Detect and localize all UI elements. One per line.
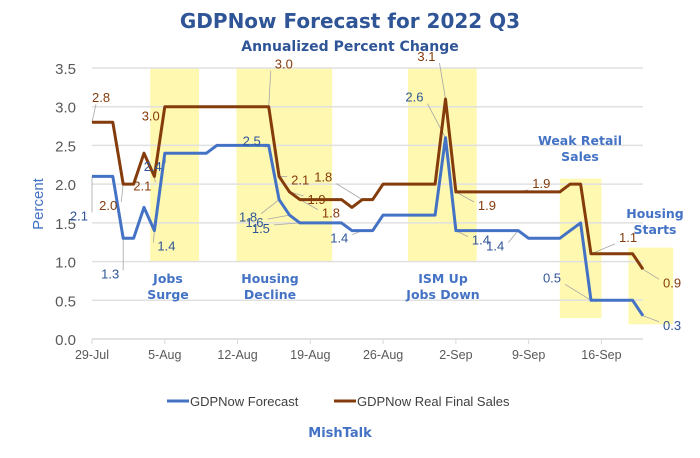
data-label: 2.1 <box>133 178 151 193</box>
y-tick-label: 3.0 <box>55 100 76 117</box>
data-label: 3.0 <box>142 109 160 124</box>
highlight-band <box>150 68 200 262</box>
leader-line <box>267 214 290 220</box>
y-axis-title: Percent <box>30 177 47 230</box>
annotation-label: ISM Up <box>418 271 468 286</box>
highlight-bands <box>150 68 674 325</box>
x-tick-label: 19-Aug <box>290 348 330 362</box>
data-label: 1.9 <box>532 176 550 191</box>
legend: GDPNow Forecast GDPNow Real Final Sales <box>167 394 510 409</box>
data-label: 1.4 <box>330 231 348 246</box>
leader-line <box>507 230 519 243</box>
annotation-label: Weak Retail <box>538 133 622 148</box>
data-label: 2.5 <box>243 133 261 148</box>
y-tick-label: 0.0 <box>55 332 76 349</box>
chart-title: GDPNow Forecast for 2022 Q3 <box>180 9 520 33</box>
data-label: 0.9 <box>663 275 681 290</box>
annotation-label: Surge <box>147 287 189 302</box>
leader-line <box>455 191 475 203</box>
annotation-label: Housing <box>626 206 684 221</box>
data-label: 1.4 <box>472 233 490 248</box>
x-tick-labels: 29-Jul 5-Aug 12-Aug 19-Aug 26-Aug 2-Sep 9-Sep 1… <box>75 339 622 362</box>
data-label: 2.6 <box>405 90 423 105</box>
x-tick-label: 5-Aug <box>148 348 181 362</box>
leader-line <box>642 268 660 280</box>
y-tick-labels: 0.0 0.5 1.0 1.5 2.0 2.5 3.0 3.5 <box>55 61 76 349</box>
y-tick-label: 2.0 <box>55 177 76 194</box>
data-label: 1.6 <box>245 215 263 230</box>
data-label: 1.9 <box>478 198 496 213</box>
data-label: 3.0 <box>275 57 293 72</box>
x-tick-label: 26-Aug <box>363 348 403 362</box>
data-label: 1.9 <box>308 192 326 207</box>
series-lines <box>92 97 645 317</box>
annotation-label: Decline <box>244 287 296 302</box>
data-label: 2.8 <box>92 90 110 105</box>
leader-line <box>152 230 155 243</box>
legend-label-real-final-sales: GDPNow Real Final Sales <box>357 394 510 409</box>
data-label: 1.4 <box>486 239 504 254</box>
annotation-label: Sales <box>561 149 599 164</box>
data-label: 1.4 <box>157 239 175 254</box>
data-label: 1.5 <box>252 221 270 236</box>
data-label: 1.8 <box>314 170 332 185</box>
data-labels: 2.82.12.02.11.33.02.41.43.02.52.11.91.81… <box>70 49 681 333</box>
data-label: 2.1 <box>70 208 88 223</box>
highlight-band <box>236 68 333 262</box>
data-label: 3.1 <box>417 49 435 64</box>
data-label: 0.5 <box>543 270 561 285</box>
leader-line <box>439 62 446 100</box>
annotation-label: Jobs <box>152 271 183 286</box>
y-tick-label: 1.0 <box>55 255 76 272</box>
leader-line <box>642 315 660 323</box>
leader-line <box>268 70 272 107</box>
annotation-label: Jobs Down <box>405 287 479 302</box>
leader-line <box>91 104 97 123</box>
data-label: 1.3 <box>101 266 119 281</box>
y-tick-label: 0.5 <box>55 293 76 310</box>
leader-line <box>564 283 592 301</box>
data-label: 1.8 <box>239 210 257 225</box>
x-tick-label: 29-Jul <box>75 348 109 362</box>
chart-subtitle: Annualized Percent Change <box>241 39 458 55</box>
x-tick-label: 2-Sep <box>439 348 472 362</box>
data-label: 0.3 <box>663 318 681 333</box>
footer-credit: MishTalk <box>308 426 372 441</box>
data-label: 2.1 <box>291 172 309 187</box>
series-line-gdpnow-forecast <box>92 136 645 317</box>
leader-line <box>120 184 124 203</box>
legend-label-forecast: GDPNow Forecast <box>190 394 299 409</box>
highlight-band <box>559 178 602 319</box>
label-leader-lines <box>91 62 660 323</box>
y-tick-label: 2.5 <box>55 138 76 155</box>
data-label: 1.8 <box>322 206 340 221</box>
y-tick-label: 1.5 <box>55 216 76 233</box>
leader-line <box>299 199 319 210</box>
data-label: 2.0 <box>99 198 117 213</box>
x-tick-label: 16-Sep <box>581 348 621 362</box>
y-tick-label: 3.5 <box>55 61 76 78</box>
annotation-label: Starts <box>634 222 677 237</box>
data-label: 2.4 <box>144 159 162 174</box>
leader-line <box>590 243 616 255</box>
series-line-real-final-sales <box>92 97 645 271</box>
leader-line <box>336 183 363 200</box>
data-label: 1.1 <box>619 230 637 245</box>
leader-line <box>260 199 280 214</box>
x-tick-label: 9-Sep <box>512 348 545 362</box>
annotation-label: Housing <box>241 271 299 286</box>
leader-line <box>273 222 300 226</box>
x-tick-label: 12-Aug <box>217 348 257 362</box>
